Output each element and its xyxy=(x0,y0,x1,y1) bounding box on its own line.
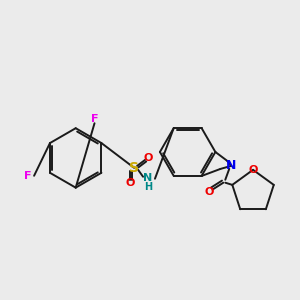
Text: F: F xyxy=(24,171,32,181)
Text: H: H xyxy=(144,182,152,192)
Text: O: O xyxy=(205,187,214,196)
Text: N: N xyxy=(143,173,153,183)
Text: N: N xyxy=(226,159,236,172)
Text: S: S xyxy=(129,161,139,175)
Text: F: F xyxy=(91,114,98,124)
Text: O: O xyxy=(248,165,258,175)
Text: O: O xyxy=(125,178,135,188)
Text: O: O xyxy=(143,153,153,163)
